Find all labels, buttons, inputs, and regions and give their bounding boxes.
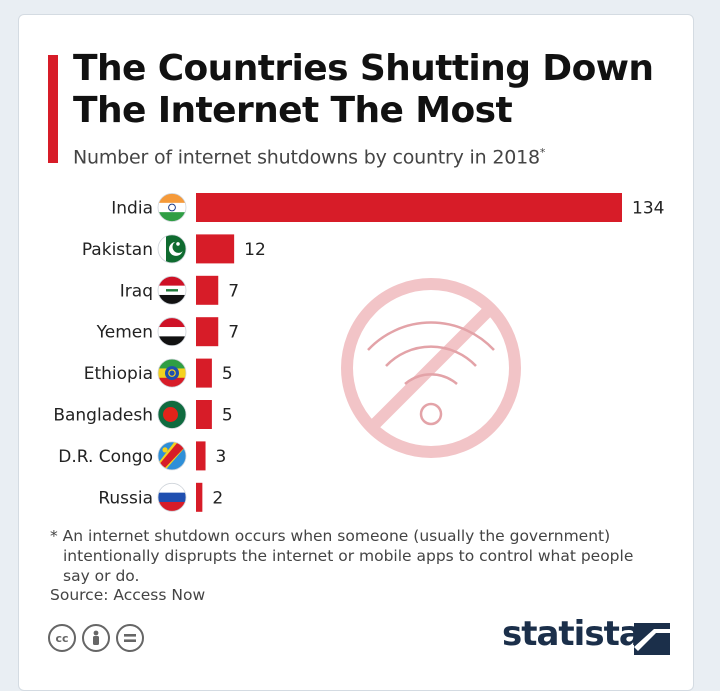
title-accent-bar [48, 55, 58, 163]
source-label: Source: Access Now [50, 586, 206, 604]
statista-logo-icon[interactable] [634, 623, 670, 655]
category-label: Iraq [120, 281, 153, 301]
bangladesh-flag-icon [158, 400, 186, 429]
value-label: 12 [244, 240, 266, 260]
yemen-flag-icon [158, 317, 186, 346]
value-label: 7 [228, 281, 239, 301]
value-label: 7 [228, 323, 239, 343]
bar [196, 234, 235, 264]
bar [196, 317, 219, 347]
bar [196, 358, 212, 388]
category-label: Pakistan [82, 240, 153, 260]
value-label: 2 [212, 488, 223, 508]
footnote-line-2: intentionally disprupts the internet or … [63, 547, 634, 585]
category-label: India [111, 199, 153, 219]
footnote: * An internet shutdown occurs when someo… [50, 526, 640, 586]
statista-logo-text[interactable]: statista [502, 614, 642, 654]
by-icon[interactable] [82, 624, 110, 652]
bar [196, 275, 219, 305]
title-line-1: The Countries Shutting Down [73, 48, 654, 89]
bar [196, 400, 212, 429]
category-label: Ethiopia [84, 364, 153, 384]
category-label: Russia [98, 488, 153, 508]
chart-title: The Countries Shutting Down The Internet… [73, 48, 654, 132]
infographic-card [18, 14, 694, 691]
subtitle-text: Number of internet shutdowns by country … [73, 146, 540, 169]
value-label: 134 [632, 199, 664, 219]
no-wifi-watermark-icon [341, 278, 521, 458]
chart-subtitle: Number of internet shutdowns by country … [73, 146, 545, 168]
value-label: 5 [222, 364, 233, 384]
category-label: Bangladesh [53, 406, 153, 426]
license-icons: cc [48, 624, 144, 652]
nd-icon[interactable] [116, 624, 144, 652]
footnote-line-1: * An internet shutdown occurs when someo… [50, 527, 611, 545]
category-label: Yemen [96, 323, 153, 343]
dr-congo-flag-icon [158, 441, 186, 470]
bar-chart: India 134 Pakistan 12 Iraq 7 Yemen 7 Ethiopia 5 Ba… [53, 193, 664, 512]
value-label: 3 [216, 447, 227, 467]
pakistan-flag-icon [158, 234, 186, 263]
subtitle-footnote-mark: * [539, 146, 546, 159]
russia-flag-icon [158, 483, 186, 512]
value-label: 5 [222, 406, 233, 426]
bar [196, 193, 622, 222]
iraq-flag-icon [158, 276, 186, 305]
category-label: D.R. Congo [58, 447, 153, 467]
title-line-2: The Internet The Most [73, 90, 513, 131]
cc-icon[interactable]: cc [48, 624, 76, 652]
ethiopia-flag-icon [158, 359, 186, 388]
bar [196, 482, 203, 512]
india-flag-icon [158, 193, 186, 222]
bar [196, 441, 206, 471]
